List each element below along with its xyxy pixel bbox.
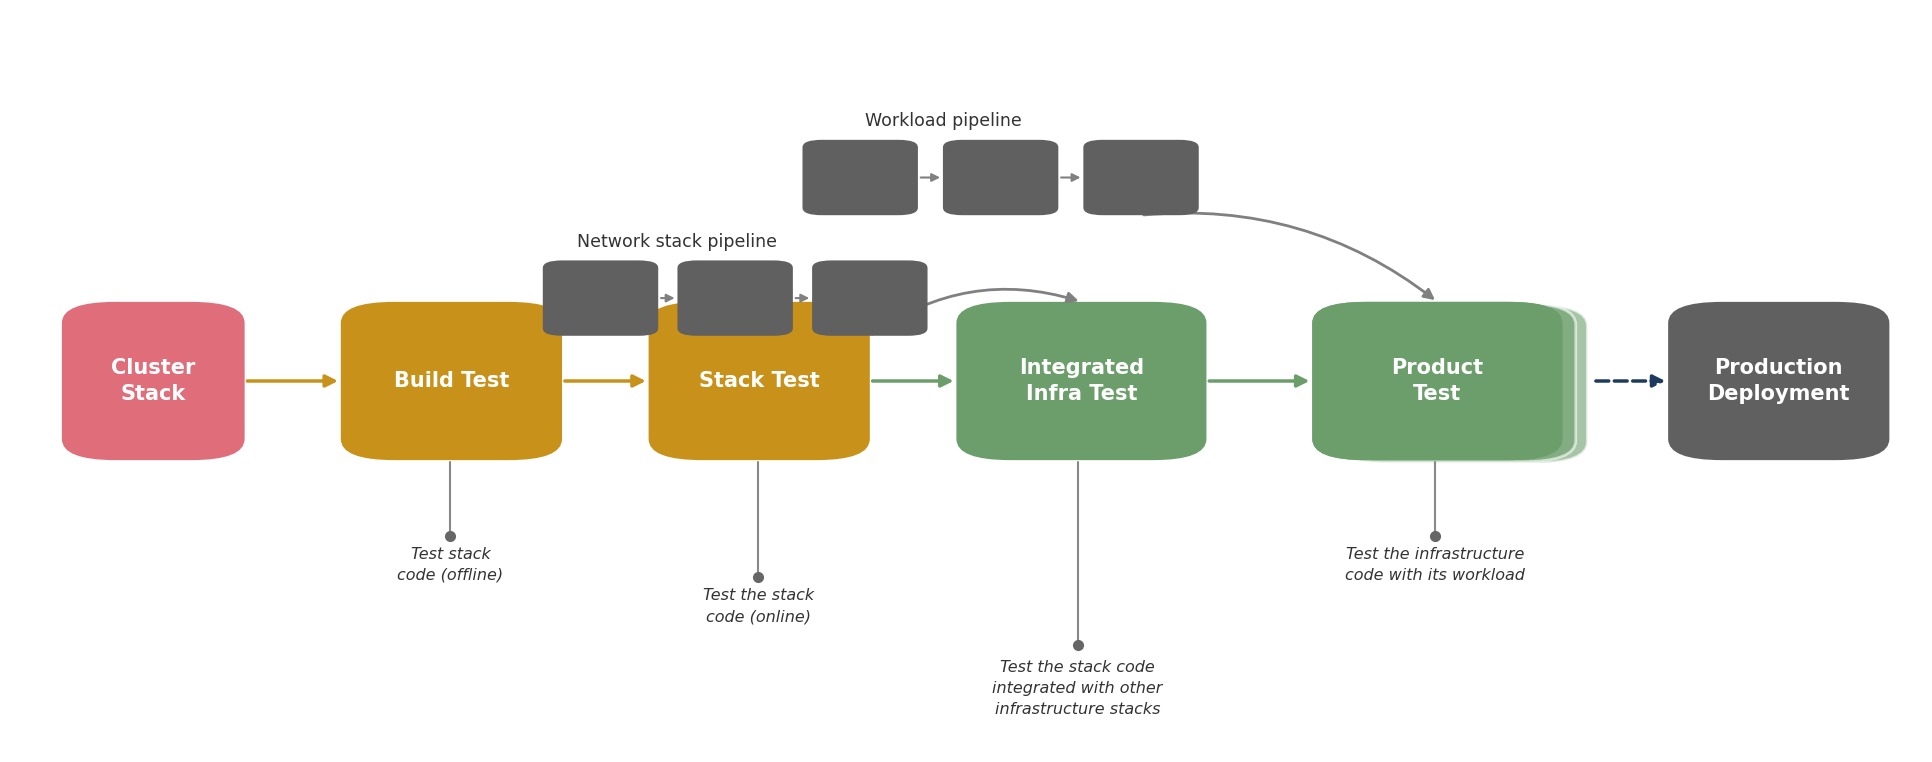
Text: Test stack
code (offline): Test stack code (offline) bbox=[398, 547, 504, 583]
Text: Workload pipeline: Workload pipeline bbox=[864, 112, 1022, 130]
Text: Integrated
Infra Test: Integrated Infra Test bbox=[1018, 358, 1144, 404]
FancyBboxPatch shape bbox=[1312, 302, 1563, 460]
Text: Cluster
Stack: Cluster Stack bbox=[110, 358, 195, 404]
FancyBboxPatch shape bbox=[1312, 302, 1563, 460]
FancyBboxPatch shape bbox=[678, 261, 792, 336]
FancyBboxPatch shape bbox=[1325, 303, 1577, 462]
Text: Test the stack
code (online): Test the stack code (online) bbox=[703, 588, 813, 624]
Text: Production
Deployment: Production Deployment bbox=[1708, 358, 1851, 404]
Text: Product
Test: Product Test bbox=[1391, 358, 1484, 404]
FancyBboxPatch shape bbox=[1084, 139, 1198, 215]
FancyBboxPatch shape bbox=[956, 302, 1206, 460]
FancyBboxPatch shape bbox=[649, 302, 869, 460]
Text: Test the stack code
integrated with other
infrastructure stacks: Test the stack code integrated with othe… bbox=[993, 660, 1163, 717]
FancyBboxPatch shape bbox=[1667, 302, 1889, 460]
Text: Test the infrastructure
code with its workload: Test the infrastructure code with its wo… bbox=[1345, 547, 1524, 583]
Text: Stack Test: Stack Test bbox=[699, 371, 819, 391]
FancyBboxPatch shape bbox=[802, 139, 918, 215]
FancyBboxPatch shape bbox=[543, 261, 659, 336]
FancyBboxPatch shape bbox=[943, 139, 1059, 215]
FancyBboxPatch shape bbox=[62, 302, 245, 460]
FancyBboxPatch shape bbox=[811, 261, 927, 336]
Text: Product
Test: Product Test bbox=[1391, 358, 1484, 404]
FancyBboxPatch shape bbox=[340, 302, 562, 460]
Text: Build Test: Build Test bbox=[394, 371, 510, 391]
Text: Network stack pipeline: Network stack pipeline bbox=[578, 232, 777, 251]
FancyBboxPatch shape bbox=[1337, 305, 1588, 463]
